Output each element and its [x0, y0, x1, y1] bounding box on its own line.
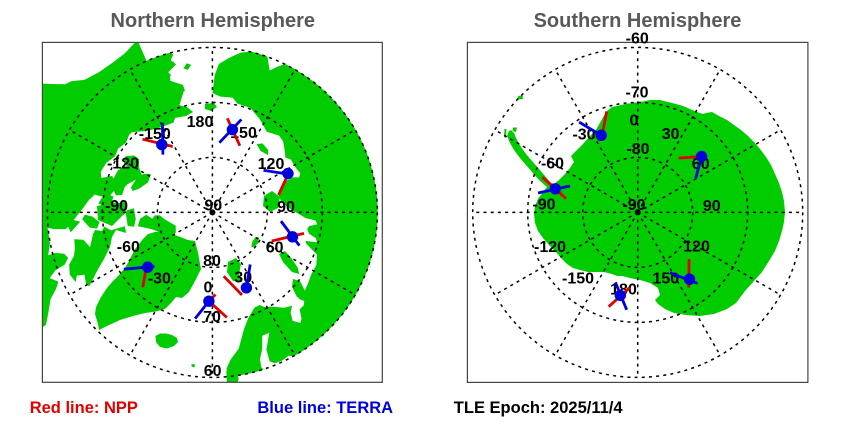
svg-text:0: 0	[630, 113, 639, 130]
svg-text:-150: -150	[562, 270, 594, 287]
svg-text:60: 60	[266, 239, 284, 256]
svg-text:Northern Hemisphere: Northern Hemisphere	[111, 10, 316, 32]
svg-text:-30: -30	[572, 127, 595, 144]
svg-text:-60: -60	[626, 31, 649, 48]
svg-text:150: 150	[652, 270, 679, 287]
svg-text:Southern Hemisphere: Southern Hemisphere	[534, 10, 742, 32]
svg-text:-80: -80	[626, 141, 649, 158]
svg-text:-30: -30	[148, 271, 171, 288]
svg-text:-70: -70	[625, 85, 648, 102]
svg-text:80: 80	[203, 253, 221, 270]
svg-text:90: 90	[204, 198, 222, 215]
svg-text:-90: -90	[105, 198, 128, 215]
svg-text:-120: -120	[534, 239, 566, 256]
svg-text:-90: -90	[622, 197, 645, 214]
svg-text:-90: -90	[532, 197, 555, 214]
svg-text:0: 0	[204, 280, 213, 297]
svg-text:120: 120	[258, 156, 285, 173]
svg-text:Red line: NPP: Red line: NPP	[30, 399, 138, 417]
svg-text:30: 30	[662, 126, 680, 143]
svg-text:120: 120	[683, 239, 710, 256]
svg-text:-60: -60	[541, 156, 564, 173]
svg-text:60: 60	[204, 363, 222, 380]
svg-text:70: 70	[203, 309, 221, 326]
svg-text:90: 90	[703, 198, 721, 215]
svg-text:Blue line: TERRA: Blue line: TERRA	[257, 399, 393, 417]
svg-text:-60: -60	[117, 239, 140, 256]
svg-text:-120: -120	[107, 156, 139, 173]
svg-text:90: 90	[277, 199, 295, 216]
svg-text:180: 180	[187, 114, 214, 131]
svg-text:TLE Epoch: 2025/11/4: TLE Epoch: 2025/11/4	[454, 399, 624, 417]
